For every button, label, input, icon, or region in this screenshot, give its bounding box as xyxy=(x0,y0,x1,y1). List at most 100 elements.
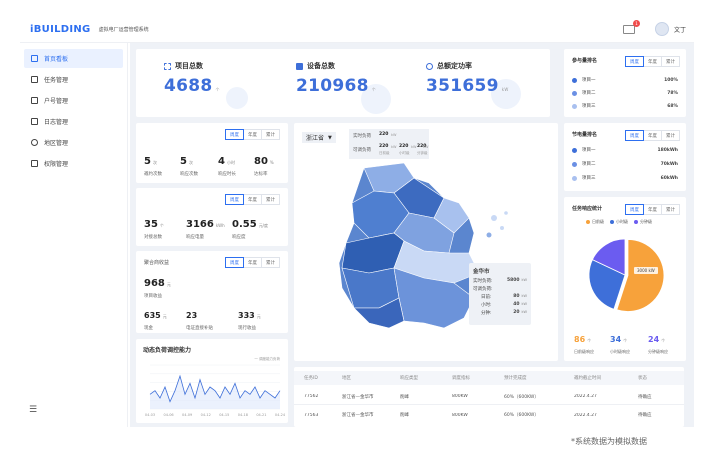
line-chart: 04-03 04-06 04-09 04-12 04-15 04-18 04-21 04-24 xyxy=(145,364,286,417)
sidebar: 首页看板 任务管理 户号管理 日志管理 地区管理 权限管理 ☰ xyxy=(20,43,128,427)
tab-weekly[interactable]: 周度 xyxy=(225,194,244,205)
kpi-power: 总额定功率 351659 kW xyxy=(426,61,509,96)
x-tick-label: 04-21 xyxy=(256,413,266,417)
x-tick-label: 04-06 xyxy=(163,413,173,417)
x-tick-label: 04-18 xyxy=(238,413,248,417)
sidebar-item-logs[interactable]: 日志管理 xyxy=(24,112,123,131)
tab-yearly[interactable]: 年度 xyxy=(643,130,662,141)
sidebar-item-label: 首页看板 xyxy=(44,56,69,63)
tab-weekly[interactable]: 周度 xyxy=(625,204,644,215)
tab-weekly[interactable]: 周度 xyxy=(625,56,644,67)
pie-stat-day: 86 个日前级响应 xyxy=(574,335,594,354)
permission-icon xyxy=(31,160,38,167)
dashboard-icon xyxy=(31,55,38,62)
chevron-down-icon: ▼ xyxy=(328,134,332,141)
revenue-card: 聚合商收益 周度 年度 累计 968 元 项目收益 635 元现金 23 电证直接补贴… xyxy=(136,251,288,333)
tab-yearly[interactable]: 年度 xyxy=(643,56,662,67)
pie-slice xyxy=(588,259,626,310)
tab-total[interactable]: 累计 xyxy=(661,130,680,141)
ranking-row: 项目二 78% xyxy=(572,90,678,96)
sidebar-item-tasks[interactable]: 任务管理 xyxy=(24,70,123,89)
kpi-label: 项目总数 xyxy=(175,62,203,70)
ranking-row: 项目一 100% xyxy=(572,77,678,83)
menu-toggle-icon[interactable]: ☰ xyxy=(29,405,38,415)
ranking-title: 参与量排名 xyxy=(572,58,598,64)
series-line xyxy=(149,374,281,403)
pie-stat-hour: 34 个小时级响应 xyxy=(610,335,630,354)
pie-chart xyxy=(588,238,665,312)
sidebar-item-label: 户号管理 xyxy=(44,98,69,105)
mail-icon[interactable]: 1 xyxy=(622,19,640,34)
line-chart-title: 动态负荷调控能力 xyxy=(143,347,192,354)
revenue-cash: 635 元现金 xyxy=(144,311,167,331)
account-icon xyxy=(31,97,38,104)
footnote: *系统数据为模拟数据 xyxy=(571,437,647,446)
tab-weekly[interactable]: 周度 xyxy=(225,257,244,268)
period-tabs: 周度 年度 累计 xyxy=(625,204,680,215)
stat-duration: 4 小时 响应时长 xyxy=(218,156,236,177)
period-tabs: 周度 年度 累计 xyxy=(225,194,280,205)
kpi-label: 总额定功率 xyxy=(437,62,472,70)
sidebar-item-dashboard[interactable]: 首页看板 xyxy=(24,49,123,68)
tab-total[interactable]: 累计 xyxy=(261,129,280,140)
task-response-card: 任务响应统计 周度 年度 累计 日前级 小时级 分钟级 3000 kW 86 个日… xyxy=(564,197,686,361)
ranking-row: 项目一 180kWh xyxy=(572,147,678,153)
user-name[interactable]: 文丁 xyxy=(673,26,686,34)
zhejiang-map[interactable] xyxy=(294,123,558,361)
revenue-title: 聚合商收益 xyxy=(144,260,170,266)
kpi-value: 351659 xyxy=(426,76,499,96)
access-stats-card: 周度 年度 累计 35 个对接总数 3166 kWh 响应电量 0.55 元/度 响应度 xyxy=(136,188,288,246)
ranking-row: 项目二 70kWh xyxy=(572,161,678,167)
savings-ranking-card: 节电量排名 周度 年度 累计 项目一 180kWh 项目二 70kWh 项目三 60k… xyxy=(564,123,686,191)
x-tick-label: 04-03 xyxy=(145,413,155,417)
tab-total[interactable]: 累计 xyxy=(661,204,680,215)
revenue-current: 333 元现行收益 xyxy=(238,311,261,331)
tab-total[interactable]: 累计 xyxy=(261,257,280,268)
avatar[interactable] xyxy=(654,22,669,36)
app-subtitle: 虚拟电厂运营管理系统 xyxy=(98,27,149,33)
sidebar-item-permissions[interactable]: 权限管理 xyxy=(24,154,123,173)
ranking-title: 节电量排名 xyxy=(572,132,598,138)
grid-icon xyxy=(164,62,171,70)
stat-invites: 5 次邀约次数 xyxy=(144,156,162,177)
tab-total[interactable]: 累计 xyxy=(661,56,680,67)
power-icon xyxy=(426,62,433,70)
device-icon xyxy=(296,62,303,70)
tab-weekly[interactable]: 周度 xyxy=(225,129,244,140)
kpi-value: 210968 xyxy=(296,76,369,96)
power-panel: 实时负荷 220 kW 可调负荷 220 kW 日前级 220 kW 小时级 2… xyxy=(349,129,429,159)
ranking-row: 项目三 60kWh xyxy=(572,175,678,181)
tab-yearly[interactable]: 年度 xyxy=(243,129,262,140)
pie-legend: 日前级 小时级 分钟级 xyxy=(586,219,658,225)
app-window: iBUILDING 虚拟电厂运营管理系统 1 文丁 首页看板 任务管理 户号管理… xyxy=(20,17,694,427)
stat-compliance: 80% 达标率 xyxy=(254,156,274,177)
city-tooltip: 金华市 实时负荷: 5800 kW 可调负荷: 日前: 80 kW 小时: 40 kW 分钟… xyxy=(469,263,531,325)
table-row[interactable]: 77562 浙江省—金华市 削峰 800KW 60%（600KW） 2022.4… xyxy=(294,389,684,405)
location-icon xyxy=(31,139,38,146)
pie-slice xyxy=(591,238,626,276)
table-row[interactable]: 77563 浙江省—金华市 削峰 800KW 60%（600KW） 2022.4… xyxy=(304,412,652,419)
main-content: 项目总数 4688 个 设备总数 210968 个 总额定功率 351659 kW 周… xyxy=(130,43,694,427)
kpi-banner: 项目总数 4688 个 设备总数 210968 个 总额定功率 351659 kW xyxy=(136,49,550,117)
sidebar-item-label: 地区管理 xyxy=(44,140,69,147)
stat-connected: 35 个对接总数 xyxy=(144,219,164,240)
sidebar-item-regions[interactable]: 地区管理 xyxy=(24,133,123,152)
line-chart-card: 动态负荷调控能力 一 调度能力负荷 04-03 04-06 04-09 04-12 04… xyxy=(136,339,288,423)
kpi-projects: 项目总数 4688 个 xyxy=(164,61,220,96)
x-tick-label: 04-15 xyxy=(219,413,229,417)
revenue-total: 968 元 xyxy=(144,278,171,289)
task-table: 任务ID 地区 响应类型 调度指标 预计完成度 邀约截止时间 状态 77562 … xyxy=(294,367,684,427)
tab-total[interactable]: 累计 xyxy=(261,194,280,205)
x-tick-label: 04-12 xyxy=(201,413,211,417)
x-tick-label: 04-24 xyxy=(275,413,286,417)
province-select[interactable]: 浙江省 ▼ xyxy=(302,132,336,143)
tab-yearly[interactable]: 年度 xyxy=(243,257,262,268)
sidebar-item-accounts[interactable]: 户号管理 xyxy=(24,91,123,110)
kpi-unit: kW xyxy=(501,87,509,92)
sidebar-item-label: 日志管理 xyxy=(44,119,69,126)
tab-weekly[interactable]: 周度 xyxy=(625,130,644,141)
revenue-subtitle: 项目收益 xyxy=(144,294,162,299)
period-tabs: 周度 年度 累计 xyxy=(225,129,280,140)
tab-yearly[interactable]: 年度 xyxy=(243,194,262,205)
task-icon xyxy=(31,76,38,83)
